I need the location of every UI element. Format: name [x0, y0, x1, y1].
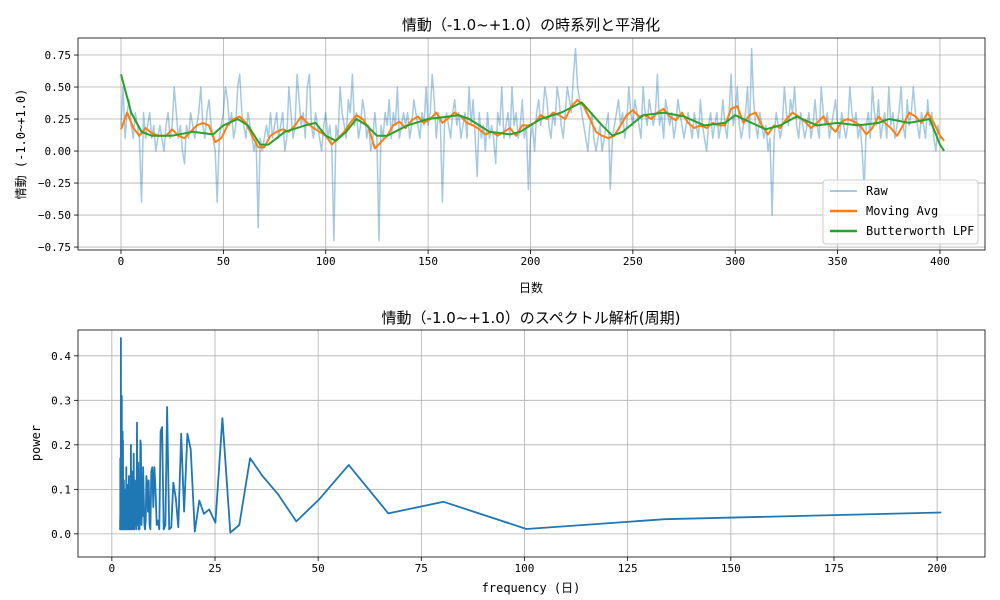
- timeseries-x-tick-label: 100: [316, 255, 336, 268]
- spectrum-axes-frame: [77, 329, 986, 558]
- legend-raw-label: Raw: [866, 184, 888, 198]
- timeseries-y-tick-label: 0.50: [45, 81, 72, 94]
- legend-moving-avg-label: Moving Avg: [866, 204, 938, 218]
- legend-butterworth-label: Butterworth LPF: [866, 224, 974, 238]
- timeseries-x-tick-label: 200: [521, 255, 541, 268]
- timeseries-axes-frame: [77, 37, 986, 251]
- spectrum-y-tick-label: 0.2: [51, 439, 71, 452]
- timeseries-y-tick-label: −0.50: [38, 209, 71, 222]
- legend-box: [822, 179, 979, 245]
- timeseries-x-tick-label: 400: [930, 255, 950, 268]
- spectrum-x-tick-label: 150: [721, 562, 741, 575]
- spectrum-series-power-line: [119, 337, 942, 534]
- timeseries-y-tick-label: −0.75: [38, 241, 71, 254]
- spectrum-x-tick-label: 75: [415, 562, 428, 575]
- timeseries-series-butterworth-lpf-line: [120, 73, 945, 152]
- timeseries-x-tick-label: 350: [828, 255, 848, 268]
- timeseries-xlabel: 日数: [519, 280, 543, 295]
- spectrum-y-tick-label: 0.0: [51, 528, 71, 541]
- spectrum-x-tick-label: 0: [109, 562, 116, 575]
- spectrum-y-tick-label: 0.4: [51, 350, 71, 363]
- spectrum-x-tick-label: 100: [515, 562, 535, 575]
- timeseries-ylabel: 情動 (-1.0~+1.0): [14, 89, 28, 200]
- timeseries-x-tick-label: 300: [725, 255, 745, 268]
- timeseries-x-tick-label: 150: [418, 255, 438, 268]
- timeseries-axes: 0 50 100 150 200 250 300 350 400 −0.75 −0.50 −0.25 0…: [38, 37, 986, 268]
- timeseries-series-raw-line: [120, 47, 942, 242]
- timeseries-y-tick-label: 0.25: [45, 113, 72, 126]
- spectrum-title: 情動（-1.0~+1.0）のスペクトル解析(周期): [382, 309, 681, 327]
- timeseries-x-tick-label: 250: [623, 255, 643, 268]
- spectrum-x-tick-label: 200: [927, 562, 947, 575]
- spectrum-y-tick-label: 0.3: [51, 394, 71, 407]
- timeseries-x-tick-label: 50: [217, 255, 230, 268]
- spectrum-y-tick-label: 0.1: [51, 483, 71, 496]
- spectrum-axes: 0 25 50 75 100 125 150 175 200 0.0 0.1 0.2 0.3 0.4: [51, 329, 986, 575]
- spectrum-x-tick-label: 25: [208, 562, 221, 575]
- spectrum-x-tick-label: 125: [618, 562, 638, 575]
- spectrum-ylabel: power: [29, 425, 43, 461]
- timeseries-title: 情動（-1.0~+1.0）の時系列と平滑化: [402, 16, 660, 34]
- spectrum-x-tick-label: 50: [312, 562, 325, 575]
- timeseries-y-tick-label: 0.00: [45, 145, 72, 158]
- timeseries-y-tick-label: 0.75: [45, 49, 72, 62]
- legend: Raw Moving Avg Butterworth LPF: [822, 179, 979, 245]
- timeseries-y-tick-label: −0.25: [38, 177, 71, 190]
- spectrum-x-tick-label: 175: [824, 562, 844, 575]
- timeseries-x-tick-label: 0: [118, 255, 125, 268]
- spectrum-xlabel: frequency (日): [482, 581, 581, 595]
